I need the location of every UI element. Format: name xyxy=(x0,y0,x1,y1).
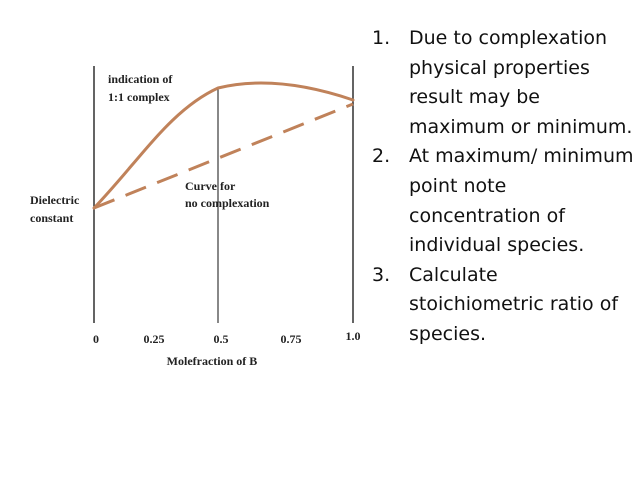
complexation-curve xyxy=(92,81,355,210)
note-text: Due to complexation physical properties … xyxy=(409,27,633,138)
x-axis-label: Molefraction of B xyxy=(167,354,258,368)
x-tick-label: 0.75 xyxy=(281,332,302,346)
complex-annotation-line-2: 1:1 complex xyxy=(108,90,170,104)
y-axis-label-line-1: Dielectric xyxy=(30,193,80,207)
x-tick-label: 0 xyxy=(93,332,99,346)
x-tick-label: 1.0 xyxy=(346,329,361,343)
note-item: 1. Due to complexation physical properti… xyxy=(372,24,634,142)
x-tick-label: 0.5 xyxy=(214,332,229,346)
note-text: Calculate stoichiometric ratio of specie… xyxy=(409,263,619,345)
job-plot-diagram: Dielectric constant indication of 1:1 co… xyxy=(30,66,361,368)
note-item: 3. Calculate stoichiometric ratio of spe… xyxy=(372,261,634,350)
note-item: 2. At maximum/ minimum point note concen… xyxy=(372,142,634,260)
notes-list: 1. Due to complexation physical properti… xyxy=(372,24,634,350)
nocomplex-annotation-line-2: no complexation xyxy=(185,196,270,210)
complex-annotation-line-1: indication of xyxy=(108,72,173,86)
x-tick-label: 0.25 xyxy=(144,332,165,346)
note-number: 3. xyxy=(372,263,391,286)
nocomplex-annotation-line-1: Curve for xyxy=(185,179,236,193)
note-number: 1. xyxy=(372,27,391,49)
note-text: At maximum/ minimum point note concentra… xyxy=(409,145,634,257)
note-number: 2. xyxy=(372,145,391,168)
y-axis-label-line-2: constant xyxy=(30,211,73,225)
no-complexation-line xyxy=(93,102,354,210)
